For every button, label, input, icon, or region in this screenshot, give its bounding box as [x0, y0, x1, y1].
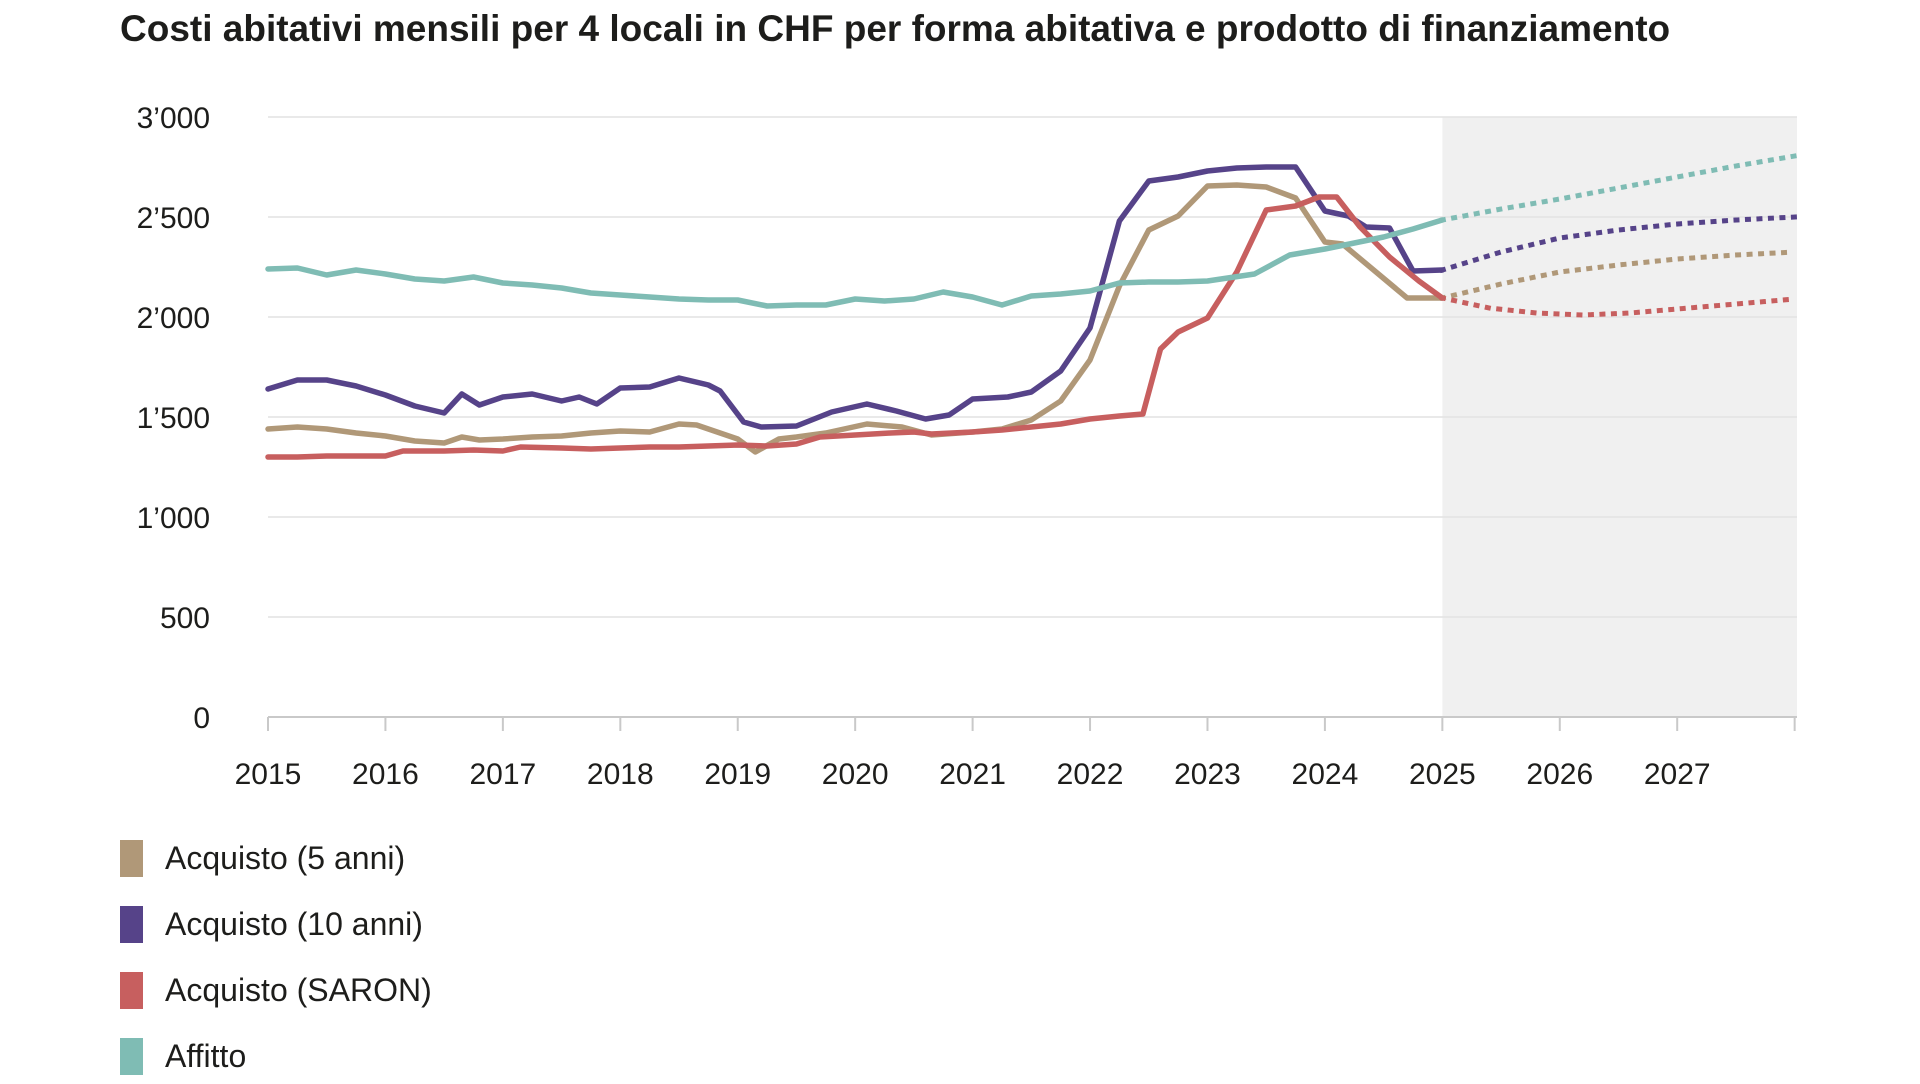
svg-text:2’500: 2’500 [137, 202, 210, 235]
svg-text:2’000: 2’000 [137, 302, 210, 335]
svg-text:2022: 2022 [1057, 758, 1124, 791]
legend-item-acquisto-10-anni: Acquisto (10 anni) [120, 906, 432, 943]
svg-text:2026: 2026 [1526, 758, 1593, 791]
svg-text:2027: 2027 [1644, 758, 1711, 791]
svg-text:2021: 2021 [939, 758, 1006, 791]
legend-swatch-acquisto-saron [120, 972, 143, 1009]
legend-swatch-acquisto-10-anni [120, 906, 143, 943]
svg-text:2018: 2018 [587, 758, 654, 791]
svg-text:1’500: 1’500 [137, 402, 210, 435]
svg-text:2024: 2024 [1292, 758, 1359, 791]
legend-label: Acquisto (SARON) [165, 972, 432, 1008]
svg-text:500: 500 [160, 602, 210, 635]
svg-text:0: 0 [193, 702, 210, 735]
svg-text:2023: 2023 [1174, 758, 1241, 791]
line-chart: 0 500 1’000 1’500 2’000 2’500 3’000 2015 2016 201… [137, 102, 1798, 791]
legend-item-acquisto-5-anni: Acquisto (5 anni) [120, 840, 432, 877]
svg-text:2020: 2020 [822, 758, 889, 791]
chart-canvas: 0 500 1’000 1’500 2’000 2’500 3’000 2015 2016 201… [137, 102, 1798, 791]
svg-text:2015: 2015 [235, 758, 302, 791]
legend-label: Acquisto (10 anni) [165, 906, 423, 942]
legend-label: Affitto [165, 1038, 247, 1074]
svg-text:1’000: 1’000 [137, 502, 210, 535]
chart-title: Costi abitativi mensili per 4 locali in … [120, 8, 1671, 49]
svg-text:2016: 2016 [352, 758, 419, 791]
svg-text:2019: 2019 [704, 758, 771, 791]
svg-text:2017: 2017 [469, 758, 536, 791]
legend-swatch-affitto [120, 1038, 143, 1075]
chart-legend: Acquisto (5 anni) Acquisto (10 anni) Acq… [120, 840, 432, 1075]
legend-swatch-acquisto-5-anni [120, 840, 143, 877]
legend-item-acquisto-saron: Acquisto (SARON) [120, 972, 432, 1009]
svg-text:2025: 2025 [1409, 758, 1476, 791]
legend-item-affitto: Affitto [120, 1038, 432, 1075]
legend-label: Acquisto (5 anni) [165, 840, 406, 876]
svg-text:3’000: 3’000 [137, 102, 210, 135]
